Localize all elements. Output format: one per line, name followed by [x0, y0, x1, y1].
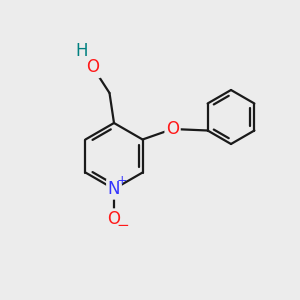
Text: −: − [116, 218, 129, 233]
Text: N: N [108, 180, 120, 198]
Text: +: + [116, 174, 127, 187]
Text: O: O [86, 58, 100, 76]
Text: H: H [75, 42, 88, 60]
Text: O: O [107, 210, 121, 228]
Text: O: O [166, 120, 179, 138]
